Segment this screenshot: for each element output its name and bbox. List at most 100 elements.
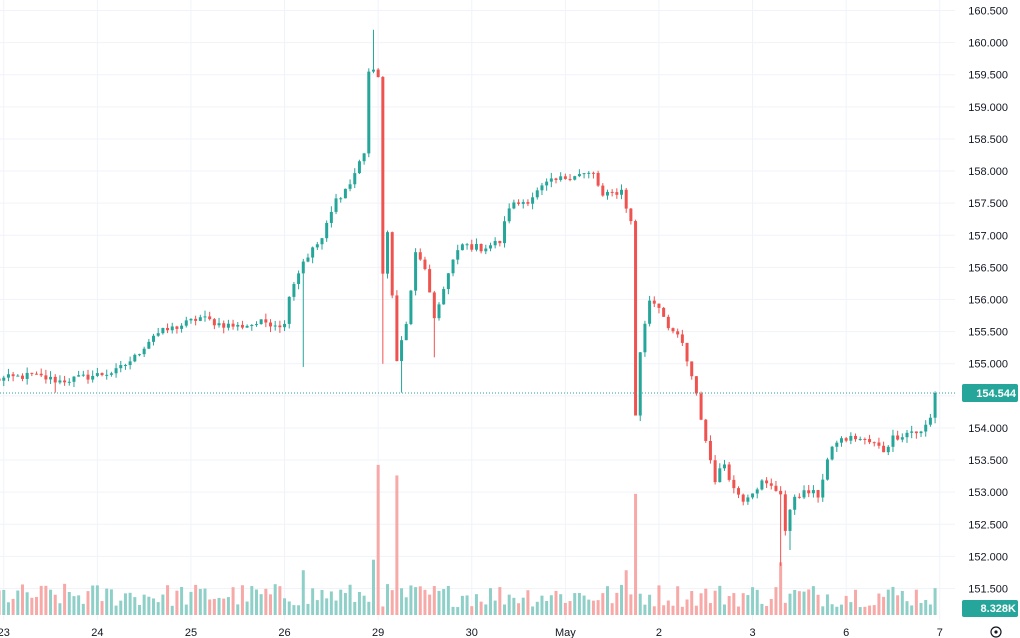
volume-bar — [507, 594, 511, 615]
volume-bar — [381, 606, 385, 615]
time-tick-label: 23 — [0, 627, 10, 638]
volume-bar — [933, 588, 937, 615]
volume-bar — [390, 590, 394, 615]
candle-body — [587, 172, 591, 174]
axis-settings-button[interactable] — [990, 626, 1002, 638]
candle-body — [807, 490, 811, 494]
candle-body — [72, 376, 76, 382]
volume-bar — [194, 584, 198, 615]
volume-bar — [315, 600, 319, 615]
candle-body — [470, 244, 474, 250]
volume-bar — [671, 605, 675, 615]
candle-body — [367, 71, 371, 154]
time-tick-label: 6 — [843, 627, 849, 638]
volume-bar — [526, 590, 530, 615]
candle-body — [58, 380, 62, 383]
candle-body — [128, 361, 132, 365]
volume-bar — [100, 601, 104, 615]
volume-bar — [905, 601, 909, 615]
candle-body — [423, 259, 427, 270]
time-axis[interactable]: 23 24 25 26 29 30 May 2 3 6 7 — [0, 627, 943, 638]
candle-body — [755, 489, 759, 494]
volume-label: 8.328K — [981, 603, 1017, 615]
candle-body — [315, 244, 319, 248]
volume-bar — [81, 603, 85, 615]
candle-body — [297, 273, 301, 285]
time-tick-label: 25 — [185, 627, 197, 638]
candle-body — [409, 290, 413, 325]
candle-body — [788, 509, 792, 531]
volume-bar — [568, 601, 572, 615]
candle-body — [2, 377, 6, 381]
volume-bar — [807, 589, 811, 615]
volume-bar — [423, 589, 427, 615]
price-tick-label: 157.500 — [968, 198, 1008, 210]
candle-body — [512, 202, 516, 209]
candle-body — [765, 480, 769, 484]
volume-bar — [367, 601, 371, 615]
candle-body — [596, 172, 600, 186]
volume-bar — [643, 604, 647, 615]
volume-bar — [629, 594, 633, 615]
volume-bar — [704, 588, 708, 615]
candle-body — [605, 191, 609, 196]
candle-body — [339, 198, 343, 200]
volume-bar — [601, 593, 605, 615]
volume-bar — [549, 595, 553, 615]
volume-bar — [760, 603, 764, 615]
candle-body — [507, 208, 511, 222]
candle-body — [498, 240, 502, 244]
volume-bar — [77, 595, 81, 615]
candle-body — [844, 438, 848, 441]
volume-bar — [16, 590, 20, 615]
candle-body — [830, 446, 834, 460]
candle-body — [371, 69, 375, 72]
candle-body — [886, 446, 890, 453]
candle-body — [306, 257, 310, 262]
volume-bar — [166, 585, 170, 615]
volume-bar — [596, 600, 600, 615]
candle-body — [933, 393, 937, 418]
candle-body — [638, 352, 642, 416]
volume-bar — [605, 586, 609, 615]
candle-body — [877, 442, 881, 446]
price-tick-label: 157.000 — [968, 230, 1008, 242]
volume-bar — [498, 587, 502, 615]
candle-body — [662, 307, 666, 317]
time-tick-label: 3 — [749, 627, 755, 638]
volume-bar — [156, 602, 160, 615]
volume-bar — [624, 570, 628, 615]
volume-bar — [35, 596, 39, 615]
volume-bar — [493, 600, 497, 615]
candle-body — [39, 373, 43, 376]
candle-body — [20, 375, 24, 379]
volume-bar — [95, 585, 99, 615]
candle-body — [428, 269, 432, 293]
volume-bar — [868, 605, 872, 615]
volume-bar — [152, 598, 156, 615]
volume-bar — [353, 601, 357, 615]
volume-bar — [582, 595, 586, 615]
candle-body — [891, 435, 895, 447]
grid-lines — [0, 0, 955, 620]
candle-body — [226, 323, 230, 328]
candle-body — [779, 490, 783, 495]
price-axis[interactable]: 160.500 160.000 159.500 159.000 158.500 158.0… — [968, 6, 1008, 596]
candle-body — [690, 361, 694, 377]
volume-bar — [409, 585, 413, 615]
candle-body — [465, 244, 469, 246]
candle-body — [269, 322, 273, 327]
volume-bar — [470, 606, 474, 615]
candle-body — [741, 494, 745, 502]
candle-body — [517, 202, 521, 204]
volume-bar — [269, 594, 273, 615]
volume-bar — [657, 585, 661, 615]
volume-bar — [170, 605, 174, 615]
candle-body — [694, 376, 698, 394]
volume-bar — [442, 589, 446, 615]
candle-body — [858, 438, 862, 440]
volume-bar — [694, 605, 698, 615]
candle-body — [63, 380, 67, 383]
candle-body — [152, 335, 156, 342]
